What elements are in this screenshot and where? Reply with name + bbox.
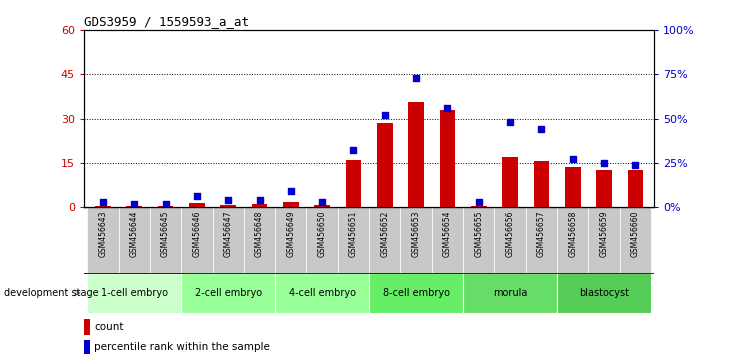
Point [222,197,234,203]
Bar [84,339,90,354]
Text: 8-cell embryo: 8-cell embryo [382,288,450,298]
Bar [126,206,142,207]
Text: count: count [94,322,124,332]
Bar [526,207,557,273]
Bar [432,207,463,273]
Bar [620,207,651,273]
Point [567,156,579,162]
Point [317,199,328,205]
Bar [244,207,275,273]
Point [159,201,171,206]
Bar [557,273,651,313]
Bar [84,319,90,335]
Bar [314,205,330,207]
Bar [534,161,549,207]
Point [536,126,548,132]
Bar [283,202,299,207]
Bar [369,273,463,313]
Text: GSM456660: GSM456660 [631,210,640,257]
Point [504,119,516,125]
Text: 4-cell embryo: 4-cell embryo [289,288,356,298]
Point [598,160,610,166]
Point [473,199,485,205]
Bar [306,207,338,273]
Text: GSM456654: GSM456654 [443,210,452,257]
Bar [409,102,424,207]
Bar [557,207,588,273]
Point [442,105,453,111]
Bar [377,123,393,207]
Bar [494,207,526,273]
Bar [87,207,118,273]
Bar [158,206,173,207]
Text: 1-cell embryo: 1-cell embryo [101,288,167,298]
Bar [463,273,557,313]
Text: GSM456646: GSM456646 [192,210,201,257]
Point [285,188,297,194]
Text: development stage: development stage [4,288,98,298]
Point [191,194,202,199]
Bar [369,207,401,273]
Text: percentile rank within the sample: percentile rank within the sample [94,342,270,352]
Point [129,201,140,206]
Bar [181,207,213,273]
Bar [181,273,275,313]
Bar [565,167,580,207]
Point [348,148,360,153]
Bar [596,170,612,207]
Bar [628,170,643,207]
Text: GSM456657: GSM456657 [537,210,546,257]
Point [629,162,641,167]
Bar [213,207,244,273]
Bar [275,273,369,313]
Bar [251,204,268,207]
Bar [346,160,361,207]
Text: GSM456647: GSM456647 [224,210,232,257]
Text: GSM456651: GSM456651 [349,210,358,257]
Text: GSM456658: GSM456658 [568,210,577,257]
Point [410,75,422,81]
Bar [401,207,432,273]
Bar [87,273,181,313]
Text: GSM456648: GSM456648 [255,210,264,257]
Text: blastocyst: blastocyst [579,288,629,298]
Text: GSM456643: GSM456643 [99,210,107,257]
Bar [588,207,620,273]
Text: morula: morula [493,288,527,298]
Bar [189,202,205,207]
Bar [463,207,494,273]
Text: GSM456652: GSM456652 [380,210,390,257]
Point [97,199,109,205]
Bar [471,206,487,207]
Bar [118,207,150,273]
Text: GSM456656: GSM456656 [506,210,515,257]
Bar [275,207,306,273]
Text: GSM456644: GSM456644 [129,210,139,257]
Bar [95,206,110,207]
Point [379,112,390,118]
Point [254,197,265,203]
Text: GSM456649: GSM456649 [287,210,295,257]
Text: GSM456650: GSM456650 [318,210,327,257]
Text: GSM456655: GSM456655 [474,210,483,257]
Text: GSM456659: GSM456659 [599,210,609,257]
Bar [502,157,518,207]
Bar [439,110,455,207]
Bar [150,207,181,273]
Text: 2-cell embryo: 2-cell embryo [194,288,262,298]
Text: GSM456653: GSM456653 [412,210,420,257]
Bar [220,205,236,207]
Bar [338,207,369,273]
Text: GDS3959 / 1559593_a_at: GDS3959 / 1559593_a_at [84,15,249,28]
Text: GSM456645: GSM456645 [161,210,170,257]
